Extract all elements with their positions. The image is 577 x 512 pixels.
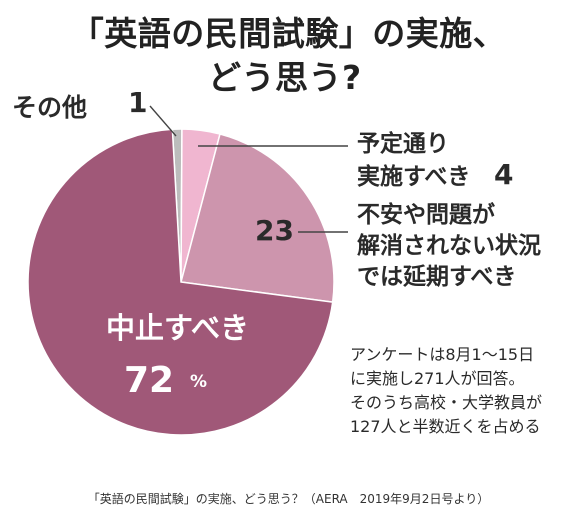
pie-slice-stop	[27, 128, 334, 436]
pie-slice-postpone	[180, 133, 335, 303]
slice-value-stop: 72	[124, 360, 175, 401]
slice-label-planned: 予定通り 実施すべき	[357, 131, 471, 190]
leader-line-other	[149, 105, 177, 137]
chart-title-line1: 「英語の民間試験」の実施、	[70, 14, 507, 53]
figure-caption: 「英語の民間試験」の実施、どう思う？（AERA 2019年9月2日号より）	[87, 492, 490, 506]
slice-unit-stop: %	[190, 372, 208, 392]
slice-label-other: その他	[12, 93, 88, 122]
slice-value-planned: 4	[494, 158, 514, 191]
survey-note: アンケートは8月1〜15日 に実施し271人が回答。 そのうち高校・大学教員が …	[350, 345, 543, 436]
slice-label-stop: 中止すべき	[106, 311, 249, 345]
slice-value-postpone: 23	[255, 214, 294, 247]
chart-title-line2: どう思う?	[208, 58, 362, 97]
slice-label-postpone: 不安や問題が 解消されない状況 では延期すべき	[357, 202, 541, 290]
slice-value-other: 1	[128, 86, 148, 119]
